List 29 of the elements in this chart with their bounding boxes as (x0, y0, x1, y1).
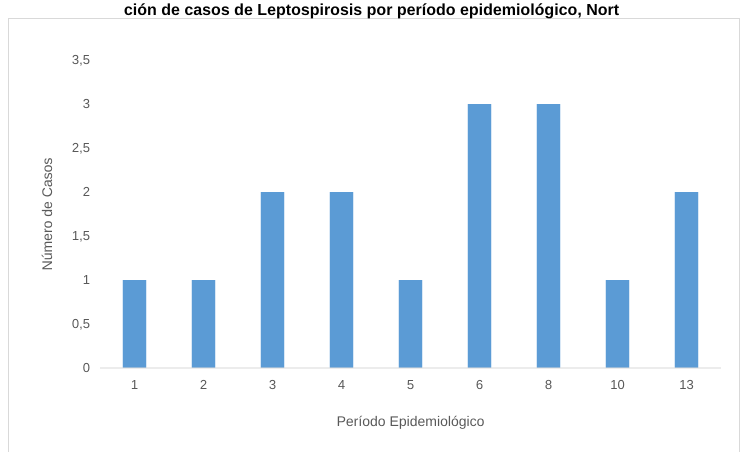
x-tick-label: 3 (268, 377, 276, 392)
x-tick-label: 10 (610, 377, 625, 392)
y-tick-label: 1,5 (72, 228, 90, 244)
bar (536, 104, 560, 368)
x-tick-label: 8 (544, 377, 552, 392)
y-tick-label: 3 (82, 96, 90, 112)
y-tick-label: 3,5 (72, 52, 90, 68)
x-tick-label: 2 (200, 377, 208, 392)
y-tick-label: 2,5 (72, 140, 90, 156)
y-tick-label: 1 (82, 272, 90, 288)
x-tick-label: 13 (679, 377, 694, 392)
y-tick-label: 2 (82, 184, 90, 200)
bar (674, 192, 698, 368)
x-tick-label: 6 (476, 377, 484, 392)
y-tick-label: 0 (82, 360, 90, 376)
y-tick-label: 0,5 (72, 316, 90, 332)
bar (606, 280, 630, 368)
bar (122, 280, 146, 368)
y-axis-title: Número de Casos (39, 158, 55, 270)
chart-title: ción de casos de Leptospirosis por período epidemiológico, Nort (124, 2, 620, 19)
bar (260, 192, 284, 368)
bar (330, 192, 354, 368)
x-tick-label: 4 (338, 377, 346, 392)
x-tick-label: 5 (406, 377, 414, 392)
bar (192, 280, 216, 368)
x-tick-label: 1 (130, 377, 138, 392)
bar (468, 104, 492, 368)
x-axis-title: Período Epidemiológico (336, 413, 485, 429)
bar (398, 280, 422, 368)
